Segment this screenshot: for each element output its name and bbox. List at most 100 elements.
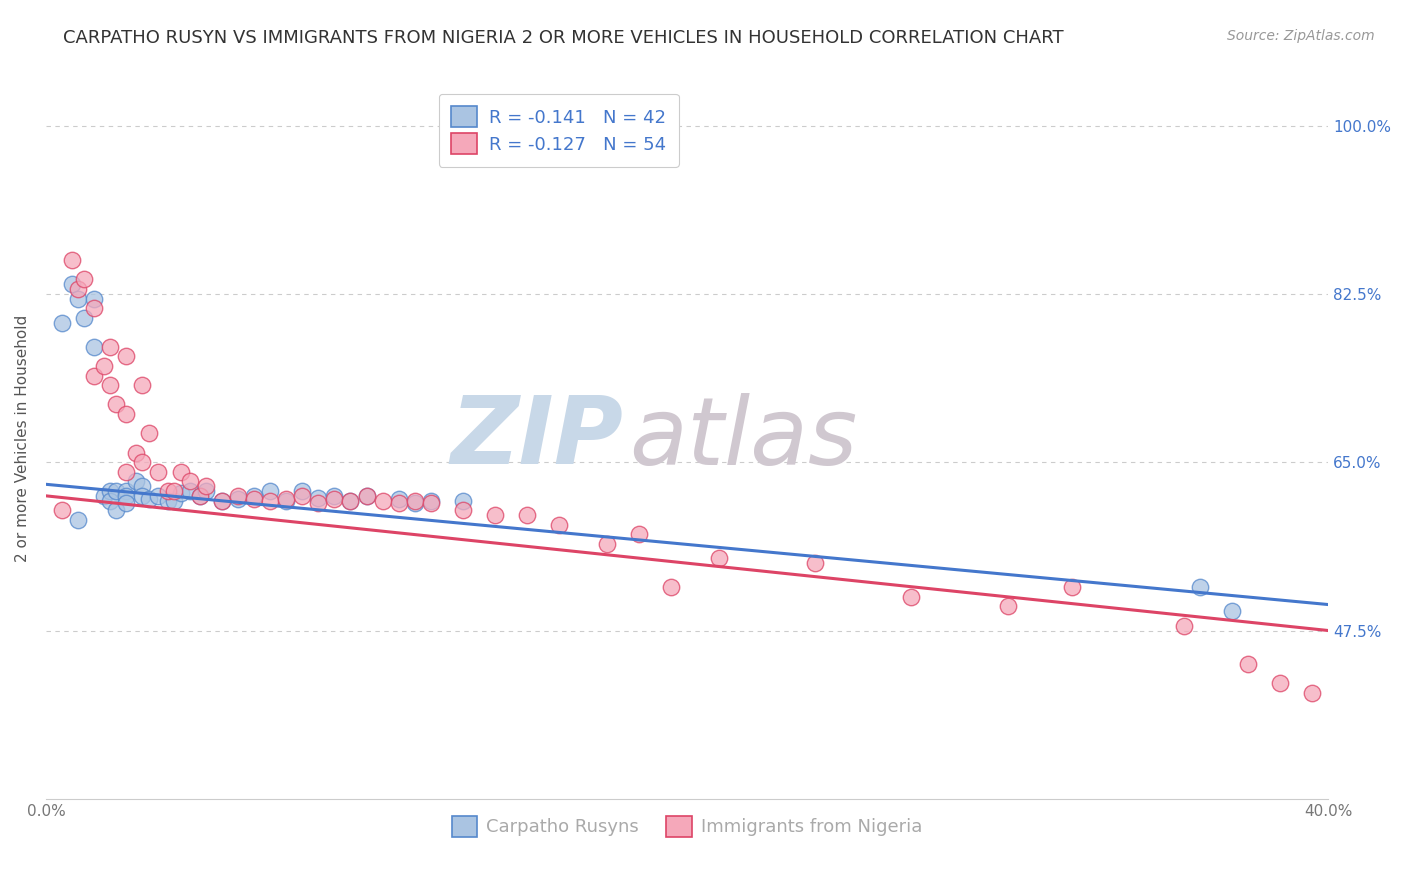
Point: [484, 508, 506, 522]
Point: [169, 486, 191, 500]
Point: [131, 378, 153, 392]
Point: [115, 489, 138, 503]
Point: [98, 378, 121, 392]
Point: [404, 493, 426, 508]
Point: [66, 513, 89, 527]
Point: [83, 340, 105, 354]
Point: [659, 580, 682, 594]
Point: [516, 508, 538, 522]
Text: atlas: atlas: [630, 392, 858, 483]
Point: [243, 489, 266, 503]
Point: [93, 489, 115, 503]
Point: [1188, 580, 1211, 594]
Point: [105, 397, 128, 411]
Point: [387, 495, 409, 509]
Point: [1237, 657, 1260, 672]
Legend: Carpatho Rusyns, Immigrants from Nigeria: Carpatho Rusyns, Immigrants from Nigeria: [444, 809, 929, 844]
Point: [146, 465, 169, 479]
Point: [356, 489, 378, 503]
Point: [188, 489, 211, 503]
Point: [1220, 604, 1243, 618]
Point: [419, 493, 441, 508]
Point: [125, 475, 148, 489]
Point: [66, 292, 89, 306]
Point: [404, 495, 426, 509]
Point: [115, 495, 138, 509]
Point: [596, 537, 619, 551]
Point: [291, 489, 314, 503]
Point: [169, 465, 191, 479]
Point: [243, 491, 266, 506]
Point: [51, 503, 73, 517]
Point: [163, 493, 186, 508]
Point: [547, 517, 569, 532]
Point: [276, 491, 298, 506]
Point: [371, 493, 394, 508]
Point: [131, 479, 153, 493]
Text: CARPATHO RUSYN VS IMMIGRANTS FROM NIGERIA 2 OR MORE VEHICLES IN HOUSEHOLD CORREL: CARPATHO RUSYN VS IMMIGRANTS FROM NIGERI…: [63, 29, 1064, 46]
Point: [323, 491, 346, 506]
Point: [146, 489, 169, 503]
Point: [115, 465, 138, 479]
Y-axis label: 2 or more Vehicles in Household: 2 or more Vehicles in Household: [15, 315, 30, 562]
Point: [60, 253, 83, 268]
Point: [211, 493, 233, 508]
Point: [179, 475, 201, 489]
Point: [804, 556, 827, 570]
Point: [997, 599, 1019, 614]
Text: Source: ZipAtlas.com: Source: ZipAtlas.com: [1227, 29, 1375, 43]
Point: [179, 483, 201, 498]
Point: [98, 483, 121, 498]
Point: [105, 483, 128, 498]
Point: [163, 483, 186, 498]
Point: [627, 527, 650, 541]
Point: [211, 493, 233, 508]
Point: [226, 489, 249, 503]
Point: [93, 359, 115, 373]
Point: [707, 551, 730, 566]
Point: [195, 483, 218, 498]
Point: [451, 503, 474, 517]
Point: [156, 483, 179, 498]
Point: [73, 310, 96, 325]
Point: [98, 340, 121, 354]
Point: [188, 489, 211, 503]
Point: [900, 590, 922, 604]
Point: [195, 479, 218, 493]
Point: [419, 495, 441, 509]
Point: [1060, 580, 1083, 594]
Point: [259, 493, 281, 508]
Point: [83, 301, 105, 316]
Point: [259, 483, 281, 498]
Point: [115, 483, 138, 498]
Point: [156, 493, 179, 508]
Point: [131, 489, 153, 503]
Point: [1268, 676, 1291, 690]
Point: [307, 491, 329, 505]
Point: [291, 483, 314, 498]
Point: [1173, 618, 1195, 632]
Point: [339, 493, 361, 508]
Point: [307, 495, 329, 509]
Point: [276, 493, 298, 508]
Point: [226, 491, 249, 506]
Point: [125, 445, 148, 459]
Point: [138, 426, 160, 441]
Point: [51, 316, 73, 330]
Point: [339, 493, 361, 508]
Point: [323, 489, 346, 503]
Point: [73, 272, 96, 286]
Point: [60, 277, 83, 292]
Point: [131, 455, 153, 469]
Point: [115, 407, 138, 421]
Point: [138, 491, 160, 506]
Point: [66, 282, 89, 296]
Point: [356, 489, 378, 503]
Point: [451, 493, 474, 508]
Point: [387, 491, 409, 506]
Point: [83, 292, 105, 306]
Point: [1301, 686, 1323, 700]
Point: [83, 368, 105, 383]
Point: [98, 493, 121, 508]
Text: ZIP: ZIP: [450, 392, 623, 484]
